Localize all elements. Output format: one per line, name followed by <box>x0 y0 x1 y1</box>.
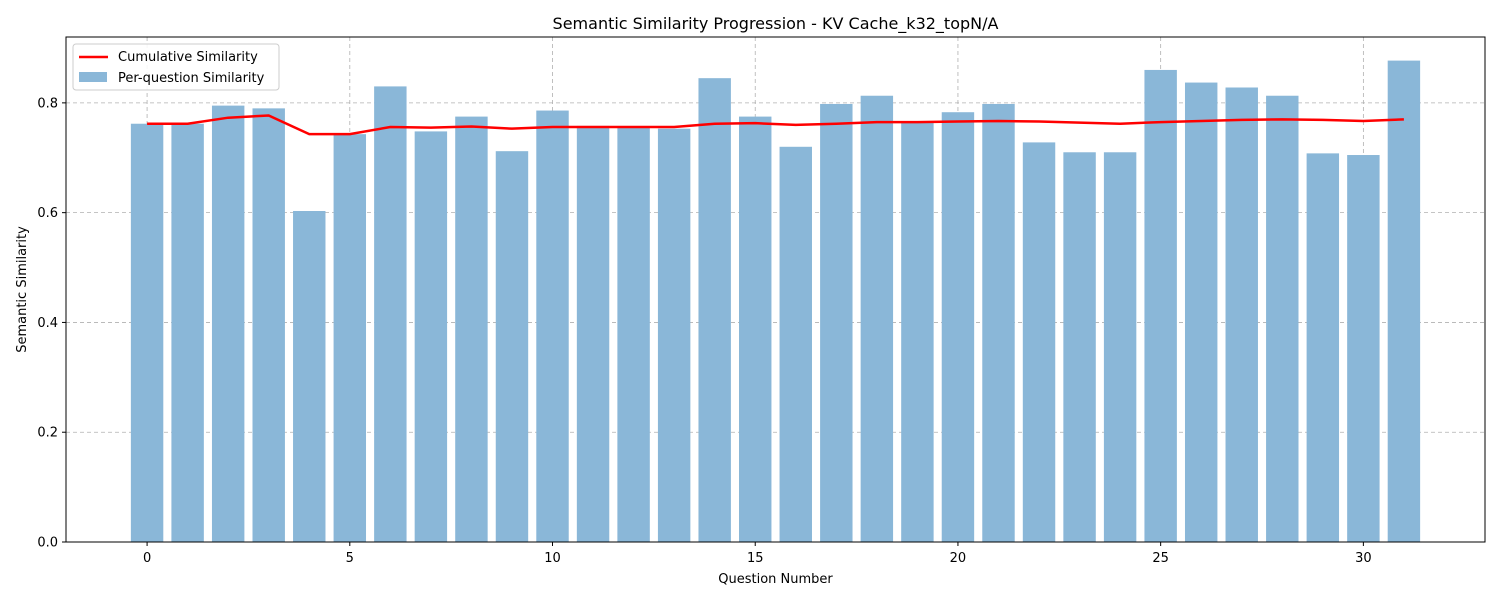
bar <box>1063 152 1096 543</box>
bar <box>414 131 448 543</box>
plot-area-frame <box>65 36 1486 543</box>
x-tick-label: 15 <box>747 551 764 566</box>
bar <box>536 110 569 542</box>
bar <box>333 134 367 543</box>
y-tick-label: 0.8 <box>37 96 58 111</box>
bar <box>982 103 1015 542</box>
x-tick-label: 5 <box>346 551 354 566</box>
legend-swatch-per-question <box>79 72 107 82</box>
y-tick-label: 0.2 <box>37 426 58 441</box>
legend: Cumulative Similarity Per-question Simil… <box>72 43 280 91</box>
bar <box>698 78 731 542</box>
legend-label-cumulative: Cumulative Similarity <box>118 50 258 65</box>
x-tick-label: 20 <box>950 551 967 566</box>
bar <box>901 122 934 543</box>
bar <box>211 105 245 542</box>
bar <box>252 108 285 542</box>
bar <box>779 146 812 543</box>
bar <box>130 123 164 542</box>
bar <box>455 116 488 542</box>
bar <box>1184 82 1218 542</box>
chart-title: Semantic Similarity Progression - KV Cac… <box>553 14 999 34</box>
bar <box>1022 142 1056 543</box>
bar <box>1306 153 1340 542</box>
bar <box>860 95 894 542</box>
x-axis-label: Question Number <box>718 572 833 587</box>
legend-box <box>72 43 280 91</box>
bar <box>495 151 529 542</box>
y-tick-label: 0.6 <box>37 206 58 221</box>
x-tick-label: 25 <box>1152 551 1169 566</box>
bar <box>576 125 610 542</box>
legend-label-per-question: Per-question Similarity <box>118 71 265 86</box>
bar <box>941 112 975 543</box>
y-tick-label: 0.0 <box>37 536 58 551</box>
bar <box>1225 87 1258 542</box>
bar <box>293 211 326 542</box>
x-tick-label: 10 <box>544 551 561 566</box>
bar <box>617 127 650 543</box>
bar <box>1266 95 1299 542</box>
cumulative-line <box>147 114 1404 136</box>
bar <box>1347 155 1380 543</box>
bar <box>739 116 772 542</box>
bar <box>657 128 691 543</box>
bar <box>171 123 204 542</box>
x-tick-label: 0 <box>143 551 151 566</box>
bar <box>1387 60 1421 542</box>
y-axis-label: Semantic Similarity <box>15 226 30 353</box>
bar <box>374 86 407 543</box>
bar <box>820 103 853 542</box>
x-tick-label: 30 <box>1355 551 1372 566</box>
bar <box>1103 152 1137 543</box>
y-tick-label: 0.4 <box>37 316 58 331</box>
bars <box>130 60 1421 543</box>
cumulative-line-layer <box>147 114 1404 136</box>
ticks: 0 5 10 15 20 25 30 0.0 0.2 0.4 0.6 0.8 <box>37 96 1371 566</box>
bar <box>1144 69 1177 542</box>
